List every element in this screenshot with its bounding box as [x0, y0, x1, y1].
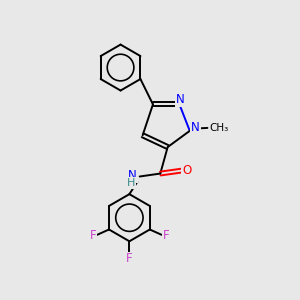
Text: N: N [128, 169, 137, 182]
Text: O: O [182, 164, 191, 177]
Text: F: F [126, 252, 133, 266]
Text: N: N [191, 122, 200, 134]
Text: N: N [176, 93, 184, 106]
Text: CH₃: CH₃ [210, 123, 229, 133]
Text: F: F [89, 230, 96, 242]
Text: F: F [163, 230, 169, 242]
Text: H: H [127, 178, 135, 188]
